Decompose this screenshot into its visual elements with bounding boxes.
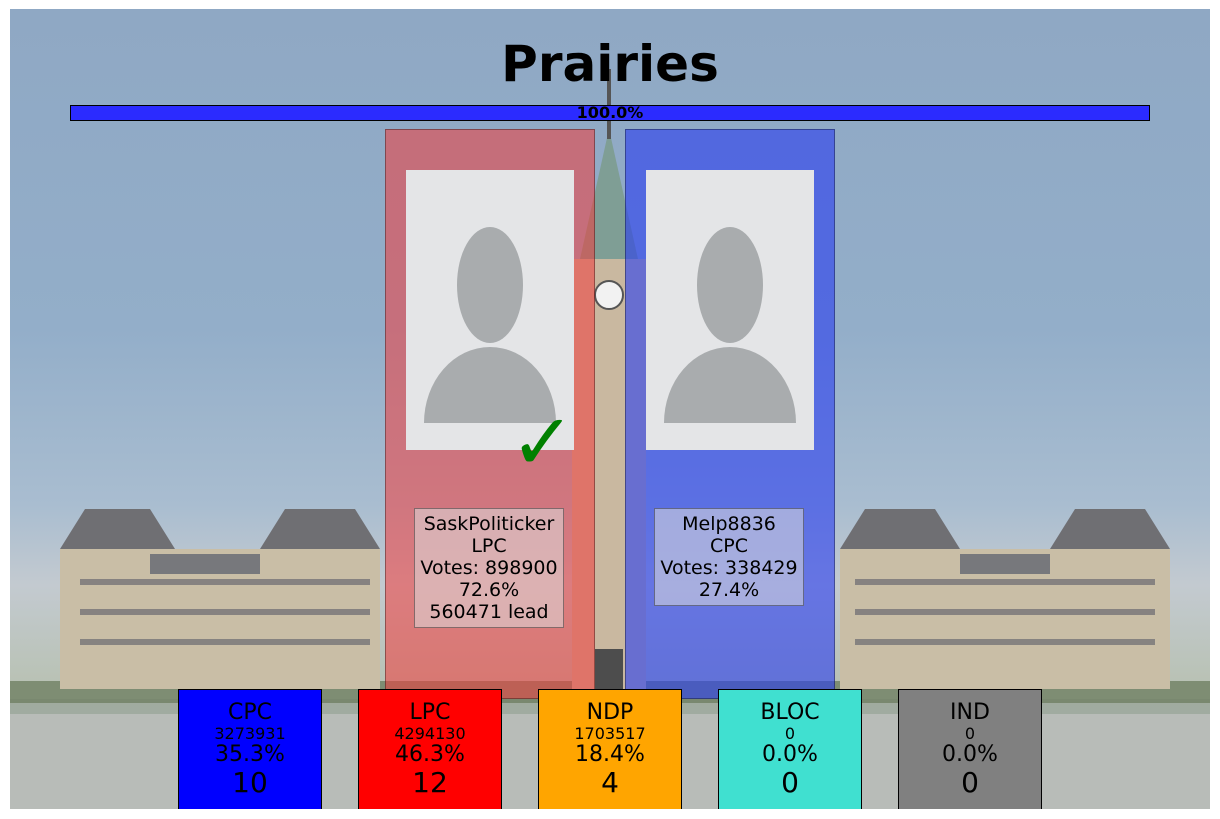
candidate-percent: 27.4% xyxy=(698,579,760,601)
party-percent: 0.0% xyxy=(762,742,818,767)
candidate-info-box: SaskPoliticker LPC Votes: 898900 72.6% 5… xyxy=(414,508,564,628)
candidate-name: Melp8836 xyxy=(682,513,776,535)
party-name: IND xyxy=(950,700,990,725)
candidate-percent: 72.6% xyxy=(458,579,520,601)
party-box-ind: IND 0 0.0% 0 xyxy=(898,689,1042,809)
party-percent: 18.4% xyxy=(575,742,645,767)
party-box-bloc: BLOC 0 0.0% 0 xyxy=(718,689,862,809)
candidate-party: CPC xyxy=(710,535,748,557)
party-votes: 3273931 xyxy=(214,724,286,743)
party-seats: 0 xyxy=(961,766,979,799)
progress-fill xyxy=(71,106,1149,120)
party-box-lpc: LPC 4294130 46.3% 12 xyxy=(358,689,502,809)
candidate-party: LPC xyxy=(471,535,507,557)
party-name: CPC xyxy=(228,700,272,725)
candidate-photo-placeholder xyxy=(646,170,814,450)
candidate-photo-placeholder xyxy=(406,170,574,450)
party-seats: 12 xyxy=(412,766,448,799)
progress-label: 100.0% xyxy=(576,103,644,122)
party-box-ndp: NDP 1703517 18.4% 4 xyxy=(538,689,682,809)
party-name: LPC xyxy=(409,700,451,725)
party-box-cpc: CPC 3273931 35.3% 10 xyxy=(178,689,322,809)
party-votes: 0 xyxy=(964,724,976,743)
candidate-votes: Votes: 898900 xyxy=(420,557,558,579)
party-votes: 0 xyxy=(784,724,796,743)
page-title: Prairies xyxy=(501,35,719,93)
reporting-progress-bar: 100.0% xyxy=(70,105,1150,121)
candidate-info-box: Melp8836 CPC Votes: 338429 27.4% xyxy=(654,508,804,606)
candidate-panel-2: Melp8836 CPC Votes: 338429 27.4% xyxy=(625,129,835,699)
party-percent: 46.3% xyxy=(395,742,465,767)
party-percent: 35.3% xyxy=(215,742,285,767)
candidate-name: SaskPoliticker xyxy=(423,513,555,535)
candidate-panel-1: SaskPoliticker LPC Votes: 898900 72.6% 5… xyxy=(385,129,595,699)
person-silhouette-icon xyxy=(664,227,796,423)
party-seats: 10 xyxy=(232,766,268,799)
party-votes: 1703517 xyxy=(574,724,646,743)
winner-checkmark-icon: ✓ xyxy=(510,398,576,488)
party-seats: 4 xyxy=(601,766,619,799)
party-votes: 4294130 xyxy=(394,724,466,743)
party-percent: 0.0% xyxy=(942,742,998,767)
party-seats: 0 xyxy=(781,766,799,799)
party-name: BLOC xyxy=(760,700,820,725)
party-name: NDP xyxy=(586,700,634,725)
person-silhouette-icon xyxy=(424,227,556,423)
candidate-lead: 560471 lead xyxy=(429,601,549,623)
results-canvas: Prairies 100.0% SaskPoliticker LPC Votes… xyxy=(10,9,1210,809)
candidate-votes: Votes: 338429 xyxy=(660,557,798,579)
